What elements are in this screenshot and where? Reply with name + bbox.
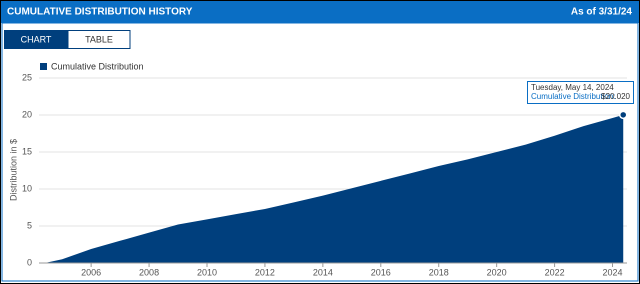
tooltip-series: Cumulative Distribution: bbox=[531, 92, 615, 101]
panel-border bbox=[1, 22, 639, 282]
x-tick-label: 2010 bbox=[197, 267, 217, 277]
tab-table[interactable] bbox=[67, 30, 131, 49]
header-title: CUMULATIVE DISTRIBUTION HISTORY bbox=[7, 7, 193, 18]
tooltip-date: Tuesday, May 14, 2024 bbox=[531, 83, 614, 92]
hover-marker bbox=[618, 110, 628, 120]
x-tick-label: 2018 bbox=[429, 267, 449, 277]
tooltip-box bbox=[527, 81, 634, 104]
header-bar bbox=[1, 1, 639, 23]
x-tick-label: 2024 bbox=[603, 267, 623, 277]
x-tick-label: 2022 bbox=[545, 267, 565, 277]
tab-chart[interactable] bbox=[4, 30, 68, 49]
y-tick-label: 0 bbox=[27, 257, 32, 267]
x-tick-label: 2008 bbox=[139, 267, 159, 277]
y-axis-label: Distribution in $ bbox=[8, 139, 18, 201]
y-tick-label: 25 bbox=[22, 72, 32, 82]
as-of: As of 3/31/24 bbox=[571, 7, 633, 18]
x-tick-label: 2016 bbox=[371, 267, 391, 277]
area bbox=[44, 114, 624, 264]
x-tick-label: 2014 bbox=[313, 267, 333, 277]
tooltip-value: $20.020 bbox=[601, 92, 630, 101]
tab-label: TABLE bbox=[85, 34, 113, 44]
tab-label: CHART bbox=[21, 34, 52, 44]
y-tick-label: 15 bbox=[22, 146, 32, 156]
x-tick-label: 2006 bbox=[81, 267, 101, 277]
legend-swatch bbox=[40, 63, 47, 70]
y-tick-label: 5 bbox=[27, 220, 32, 230]
x-tick-label: 2012 bbox=[255, 267, 275, 277]
legend-label: Cumulative Distribution bbox=[51, 61, 144, 71]
y-tick-label: 20 bbox=[22, 109, 32, 119]
x-tick-label: 2020 bbox=[487, 267, 507, 277]
y-tick-label: 10 bbox=[22, 183, 32, 193]
